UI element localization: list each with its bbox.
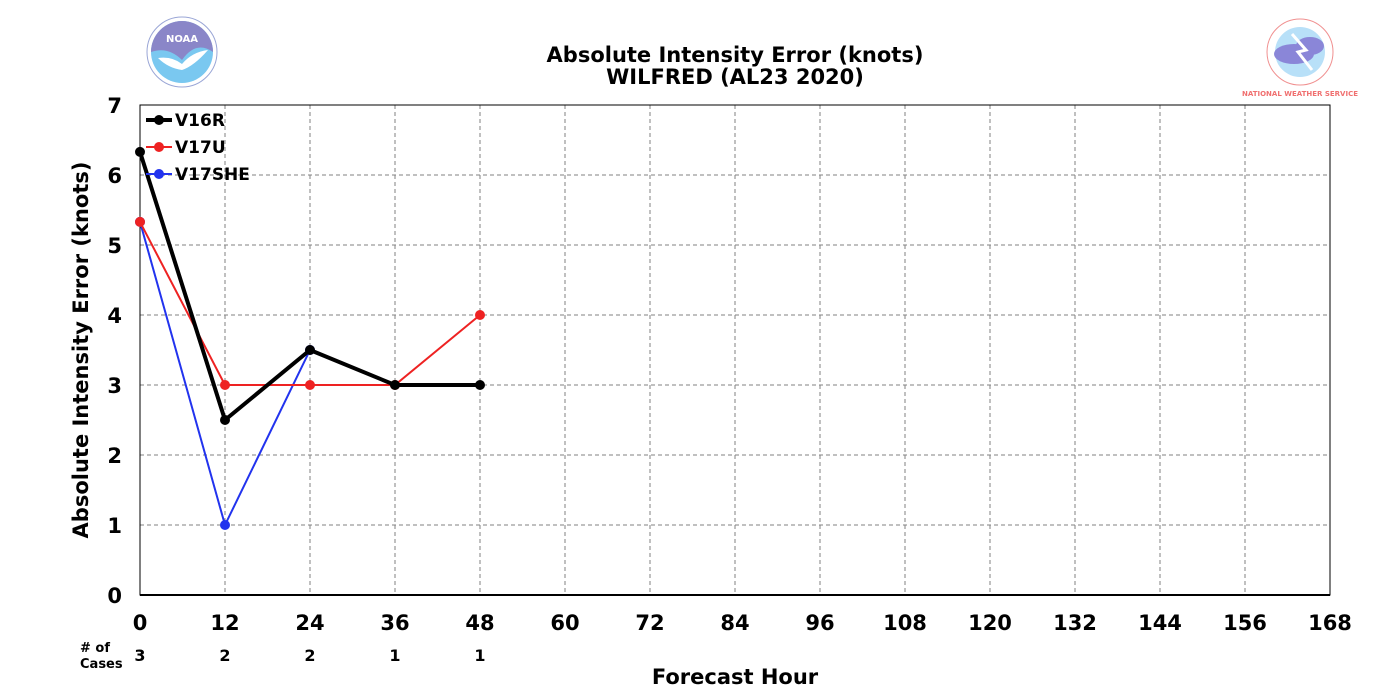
series-v16r — [135, 146, 485, 425]
y-tick-label: 1 — [107, 514, 122, 538]
y-tick-label: 7 — [107, 94, 122, 118]
legend-marker — [154, 169, 164, 179]
series-layer — [135, 146, 485, 530]
x-tick-label: 132 — [1053, 611, 1097, 635]
y-tick-label: 4 — [107, 304, 122, 328]
x-tick-label: 156 — [1223, 611, 1267, 635]
data-point-v17u — [135, 216, 145, 227]
legend-label: V17SHE — [175, 165, 250, 185]
legend-item-v16r: V16R — [146, 111, 225, 131]
data-point-v17u — [475, 310, 485, 320]
x-tick-label: 12 — [210, 611, 239, 635]
x-tick-label: 96 — [805, 611, 834, 635]
legend-item-v17she: V17SHE — [146, 165, 250, 185]
data-point-v16r — [220, 415, 230, 425]
nws-logo-text: NATIONAL WEATHER SERVICE — [1242, 90, 1358, 98]
cases-label-line1: # of — [80, 641, 110, 656]
data-point-v16r — [135, 146, 145, 157]
cases-count: 1 — [389, 646, 400, 665]
y-tick-label: 2 — [107, 444, 122, 468]
cases-label-line2: Cases — [80, 657, 123, 672]
data-point-v16r — [475, 380, 485, 390]
cases-count: 2 — [219, 646, 230, 665]
x-tick-label: 48 — [465, 611, 494, 635]
y-axis-label: Absolute Intensity Error (knots) — [69, 162, 93, 539]
data-point-v17u — [220, 380, 230, 390]
nws-logo-icon: NATIONAL WEATHER SERVICE — [1242, 18, 1358, 98]
y-tick-label: 0 — [107, 584, 122, 608]
y-tick-label: 3 — [107, 374, 122, 398]
noaa-logo-text: NOAA — [166, 34, 198, 45]
y-tick-labels: 0 1 2 3 4 5 6 7 — [107, 94, 122, 608]
x-tick-label: 144 — [1138, 611, 1182, 635]
x-tick-label: 36 — [380, 611, 409, 635]
y-tick-label: 6 — [107, 164, 122, 188]
grid — [140, 105, 1330, 595]
data-point-v17she — [220, 520, 230, 530]
cases-count: 2 — [304, 646, 315, 665]
x-tick-label: 120 — [968, 611, 1012, 635]
x-tick-label: 168 — [1308, 611, 1352, 635]
x-tick-label: 24 — [295, 611, 324, 635]
cases-count: 1 — [474, 646, 485, 665]
y-tick-label: 5 — [107, 234, 122, 258]
legend-marker — [154, 115, 164, 125]
chart-subtitle: WILFRED (AL23 2020) — [606, 65, 864, 89]
noaa-logo-icon: NOAA — [146, 16, 218, 88]
cases-count: 3 — [134, 646, 145, 665]
x-tick-label: 108 — [883, 611, 927, 635]
legend-label: V16R — [175, 111, 225, 131]
x-tick-label: 60 — [550, 611, 579, 635]
data-point-v17u — [305, 380, 315, 390]
cases-row: # of Cases 3 2 2 1 1 — [80, 641, 486, 672]
legend-marker — [154, 142, 164, 152]
data-point-v16r — [305, 345, 315, 355]
legend: V16R V17U V17SHE — [146, 111, 250, 185]
x-tick-labels: 0 12 24 36 48 60 72 84 96 108 120 132 144 156 168 — [133, 611, 1352, 635]
x-tick-label: 0 — [133, 611, 148, 635]
x-axis-label: Forecast Hour — [652, 665, 819, 689]
data-point-v16r — [390, 380, 400, 390]
legend-item-v17u: V17U — [146, 138, 226, 158]
x-tick-label: 84 — [720, 611, 749, 635]
x-tick-label: 72 — [635, 611, 664, 635]
legend-label: V17U — [175, 138, 226, 158]
chart-title: Absolute Intensity Error (knots) — [547, 43, 924, 67]
